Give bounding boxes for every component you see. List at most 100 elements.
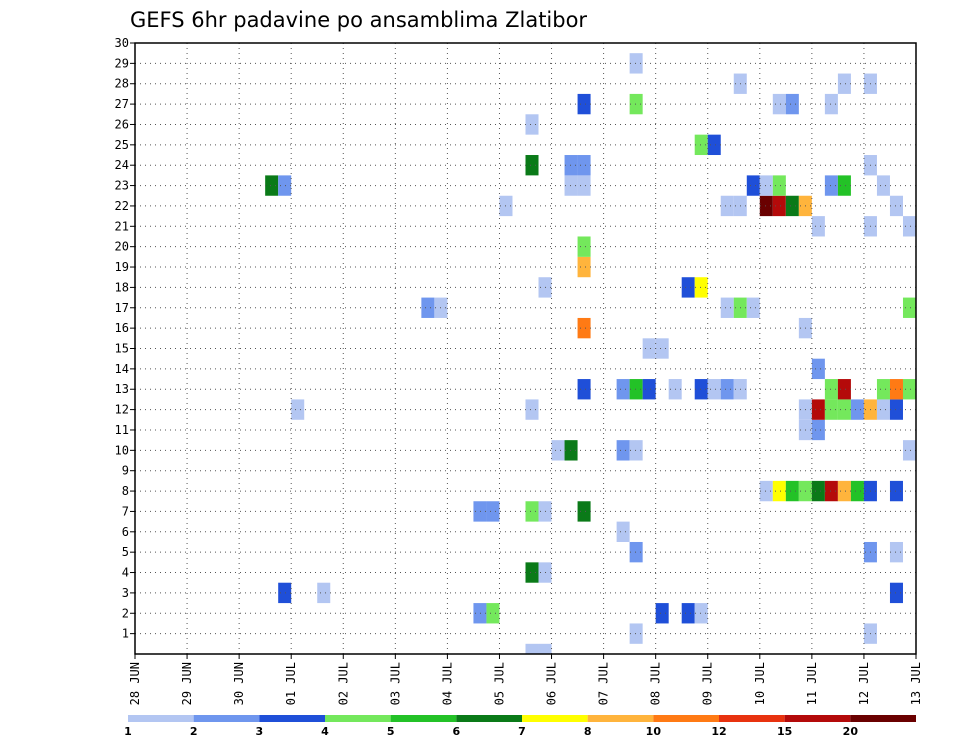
heatmap-cell [824,399,838,420]
heatmap-cell [278,582,292,604]
heatmap-cell [850,399,864,420]
heatmap-cell [824,175,838,196]
colorbar-label: 20 [843,725,859,738]
y-tick-label: 27 [115,97,129,111]
heatmap-cells [265,53,916,654]
heatmap-cell [525,562,539,583]
heatmap-cell [629,623,643,644]
heatmap-cell [889,399,903,420]
heatmap-cell [759,480,773,502]
y-tick-label: 25 [115,138,129,152]
heatmap-cell [291,399,305,420]
colorbar-label: 7 [518,725,526,738]
x-tick-label: 30 JUN [232,662,246,705]
heatmap-cell [759,195,773,217]
heatmap-cell [694,379,708,400]
heatmap-cell [876,399,890,420]
y-tick-label: 18 [115,280,129,294]
y-tick-label: 29 [115,56,129,70]
x-tick-label: 09 JUL [701,662,715,705]
colorbar-swatch [128,715,194,722]
heatmap-cell [785,480,799,502]
heatmap-cell [577,256,591,278]
x-tick-label: 07 JUL [597,662,611,705]
y-tick-label: 7 [122,504,129,518]
heatmap-cell [837,399,851,420]
heatmap-cell [811,216,825,237]
heatmap-cell [785,93,799,115]
heatmap-cell [694,277,708,298]
heatmap-cell [473,501,487,522]
heatmap-cell [785,195,799,217]
y-tick-label: 14 [115,362,129,376]
heatmap-cell [629,440,643,461]
y-tick-label: 9 [122,464,129,478]
y-tick-label: 6 [122,525,129,539]
y-axis-tick-labels: 1234567891011121314151617181920212223242… [115,36,129,641]
heatmap-cell [902,216,916,237]
heatmap-cell [538,643,552,654]
colorbar-swatch [719,715,785,722]
heatmap-cell [421,297,435,318]
colorbar-label: 4 [321,725,329,738]
heatmap-cell [720,379,734,400]
x-tick-label: 10 JUL [753,662,767,705]
x-tick-label: 29 JUN [180,662,194,705]
y-tick-label: 17 [115,301,129,315]
heatmap-cell [525,643,539,654]
y-tick-label: 2 [122,606,129,620]
heatmap-cell [681,603,695,624]
heatmap-cell [486,603,500,624]
heatmap-cell [837,480,851,502]
heatmap-cell [577,501,591,522]
heatmap-cell [265,175,279,196]
x-tick-label: 02 JUL [336,662,350,705]
x-axis-tick-labels: 28 JUN 29 JUN 30 JUN 01 JUL 02 JUL 03 JUL 04 J… [128,662,923,705]
y-tick-label: 13 [115,382,129,396]
y-tick-label: 4 [122,566,129,580]
heatmap-cell [564,155,578,176]
heatmap-cell [616,379,630,400]
x-tick-label: 01 JUL [284,662,298,705]
y-tick-label: 21 [115,219,129,233]
y-tick-label: 5 [122,545,129,559]
colorbar-swatch [587,715,654,722]
y-tick-label: 11 [115,423,129,437]
heatmap-cell [577,93,591,115]
heatmap-cell [317,582,331,604]
heatmap-cell [889,480,903,502]
heatmap-cell [655,338,669,359]
heatmap-cell [746,297,760,318]
heatmap-cell [707,134,721,156]
colorbar-label: 5 [387,725,395,738]
heatmap-cell [707,379,721,400]
colorbar-label: 3 [256,725,264,738]
colorbar: 1 2 3 4 5 6 7 8 10 12 15 20 [124,715,916,738]
x-tick-label: 04 JUL [440,662,454,705]
heatmap-cell [889,541,903,563]
heatmap-cell [525,114,539,135]
colorbar-label: 15 [777,725,792,738]
y-tick-label: 10 [115,443,129,457]
x-tick-label: 11 JUL [805,662,819,705]
heatmap-cell [720,195,734,217]
heatmap-cell [811,399,825,420]
heatmap-cell [525,399,539,420]
heatmap-cell [824,379,838,400]
heatmap-cell [746,175,760,196]
heatmap-cell [486,501,500,522]
heatmap-cell [837,73,851,94]
heatmap-cell [772,93,786,115]
colorbar-label: 12 [711,725,726,738]
heatmap-cell [564,440,578,461]
heatmap-cell [850,480,864,502]
heatmap-cell [642,338,656,359]
x-tick-label: 28 JUN [128,662,142,705]
heatmap-cell [759,175,773,196]
heatmap-cell [577,175,591,196]
heatmap-cell [551,440,565,461]
heatmap-cell [577,236,591,257]
y-tick-label: 20 [115,240,129,254]
colorbar-label: 8 [584,725,592,738]
colorbar-swatch [390,715,457,722]
